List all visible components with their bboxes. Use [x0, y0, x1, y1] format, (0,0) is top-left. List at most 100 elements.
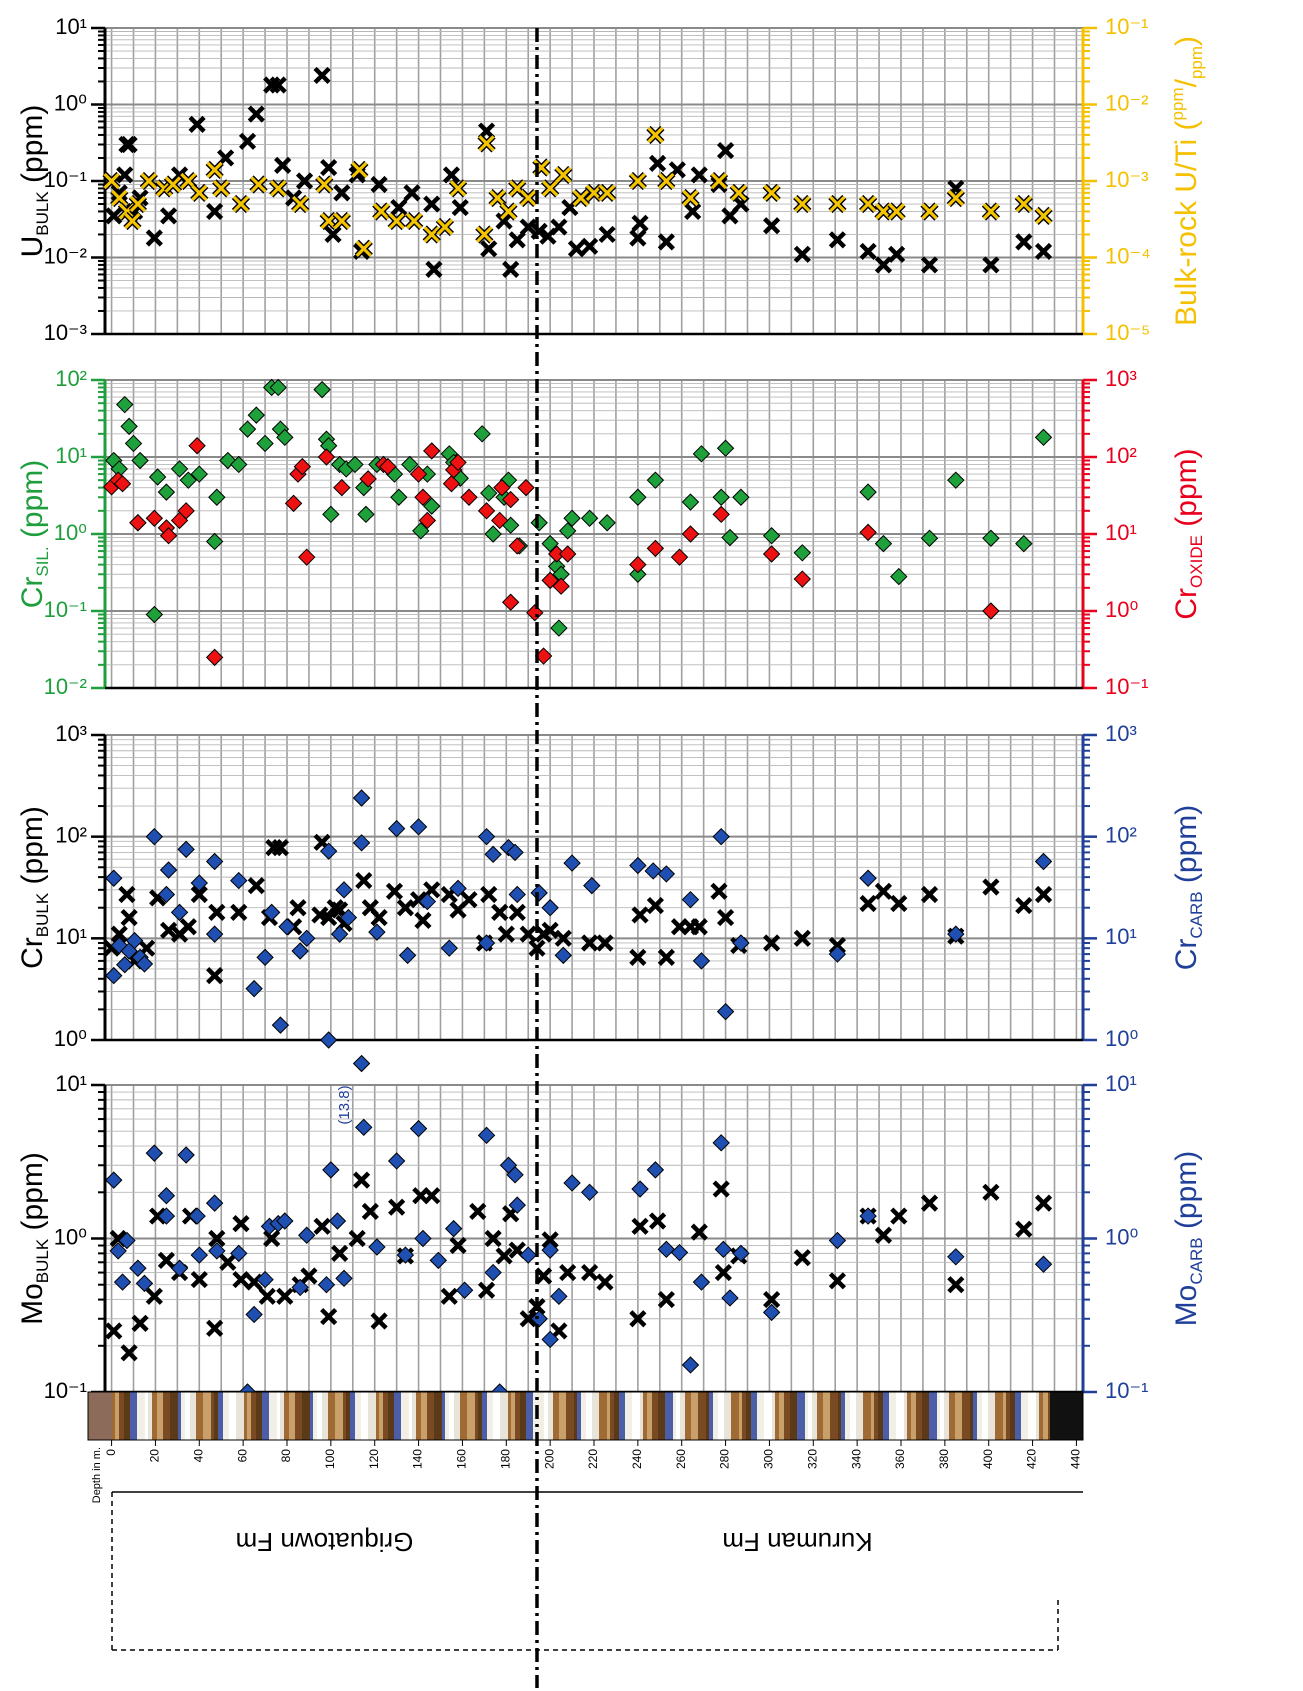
y2-axis-label-part: (ppm): [1170, 1151, 1203, 1238]
x-tick-label: 440: [1069, 1449, 1083, 1469]
lithology-bed: [460, 1392, 467, 1440]
lithology-bed: [607, 1392, 610, 1440]
x-tick-label: 100: [323, 1449, 337, 1469]
y-tick-label: 10⁻¹: [44, 167, 87, 192]
lithology-bed: [658, 1392, 665, 1440]
lithology-bed: [817, 1392, 823, 1440]
lithology-bed: [1028, 1392, 1036, 1440]
y-tick-label: 10⁰: [54, 1026, 87, 1051]
lithology-bed: [295, 1392, 302, 1440]
y-tick-label: 10²: [55, 822, 87, 847]
lithology-bed: [1003, 1392, 1006, 1440]
y2-axis-label-part: Bulk-rock U/Ti (: [1170, 120, 1203, 326]
x-tick-label: 420: [1025, 1449, 1039, 1469]
lithology-bed: [988, 1392, 995, 1440]
y2-tick-label: 10²: [1105, 443, 1137, 468]
y2-axis-label: Bulk-rock U/Ti (ppm/ppm): [1168, 36, 1206, 326]
lithology-bed: [643, 1392, 647, 1440]
y-axis-label-part: (ppm): [16, 1152, 49, 1239]
lithology-bed: [911, 1392, 916, 1440]
y2-tick-label: 10⁰: [1105, 1224, 1138, 1249]
x-tick-label: 40: [191, 1449, 205, 1463]
lithology-bed: [427, 1392, 434, 1440]
y2-tick-label: 10¹: [1105, 924, 1137, 949]
y-axis-label-part: BULK: [33, 1238, 52, 1283]
lithology-bed: [526, 1392, 533, 1440]
annotation: (13.8): [336, 1085, 353, 1124]
lithology-bed: [394, 1392, 401, 1440]
lithology-bed: [185, 1392, 190, 1440]
lithology-bed: [838, 1392, 841, 1440]
y2-axis-label-part: ): [1170, 36, 1203, 46]
x-tick-label: 180: [498, 1449, 512, 1469]
lithology-bed: [247, 1392, 251, 1440]
y2-axis-label-part: (ppm): [1170, 805, 1203, 892]
lithology-bed: [823, 1392, 830, 1440]
lithology-bed: [322, 1392, 328, 1440]
y2-tick-label: 10⁻⁵: [1105, 320, 1150, 345]
lithology-bed: [302, 1392, 310, 1440]
lithology-bed: [214, 1392, 218, 1440]
lithology-bed: [478, 1392, 482, 1440]
y2-axis-label-part: Cr: [1170, 588, 1203, 620]
lithology-bed: [335, 1392, 343, 1440]
lithology-bed: [790, 1392, 797, 1440]
lithology-bed: [148, 1392, 152, 1440]
y-tick-label: 10¹: [55, 1071, 87, 1096]
lithology-bed: [1006, 1392, 1010, 1440]
lithology-bed: [805, 1392, 808, 1440]
lithology-bed: [434, 1392, 442, 1440]
lithology-bed: [746, 1392, 751, 1440]
lithology-bed: [742, 1392, 746, 1440]
lithology-bed: [412, 1392, 416, 1440]
y-tick-label: 10⁰: [54, 1224, 87, 1249]
y2-axis-label-part: CARB: [1187, 891, 1206, 938]
lithology-bed: [376, 1392, 379, 1440]
lithology-bed: [566, 1392, 574, 1440]
lithology-bed: [361, 1392, 368, 1440]
lithology-bed: [163, 1392, 170, 1440]
lithology-bed: [1021, 1392, 1028, 1440]
lithology-bed: [178, 1392, 181, 1440]
x-tick-label: 20: [148, 1449, 162, 1463]
lithology-bed: [548, 1392, 553, 1440]
lithology-bed: [442, 1392, 445, 1440]
lithology-bed: [454, 1392, 460, 1440]
lithology-bed: [973, 1392, 977, 1440]
lithology-bed: [196, 1392, 203, 1440]
lithology-bed: [416, 1392, 421, 1440]
y-tick-label: 10²: [55, 366, 87, 391]
x-axis-label: Depth in m.: [91, 1447, 103, 1503]
y-axis-label-part: U: [16, 236, 49, 258]
y2-tick-label: 10⁻¹: [1105, 1378, 1148, 1403]
x-tick-label: 0: [104, 1449, 118, 1456]
lithology-bed: [137, 1392, 145, 1440]
lithology-bed: [724, 1392, 731, 1440]
lithology-bed: [203, 1392, 211, 1440]
y-axis-label-part: SIL.: [33, 546, 52, 576]
lithology-bed: [520, 1392, 526, 1440]
x-tick-label: 320: [805, 1449, 819, 1469]
lithology-bed: [784, 1392, 790, 1440]
lithology-bed: [592, 1392, 599, 1440]
x-tick-label: 260: [674, 1449, 688, 1469]
lithology-column: [88, 1392, 1083, 1440]
lithology-bed: [977, 1392, 982, 1440]
lithology-bed: [970, 1392, 973, 1440]
lithology-bed: [515, 1392, 520, 1440]
lithology-bed: [218, 1392, 223, 1440]
lithology-bed: [346, 1392, 350, 1440]
y-tick-label: 10¹: [55, 443, 87, 468]
y2-axis-label: CrCARB (ppm): [1170, 805, 1206, 971]
y2-tick-label: 10⁻⁴: [1105, 243, 1151, 268]
lithology-bed: [112, 1392, 115, 1440]
y-axis-label-part: BULK: [33, 191, 52, 236]
lithology-bed: [673, 1392, 676, 1440]
y-tick-label: 10¹: [55, 14, 87, 39]
y2-axis-label-part: Cr: [1170, 939, 1203, 971]
lithology-bed: [739, 1392, 742, 1440]
lithology-bed: [614, 1392, 619, 1440]
lithology-bed: [713, 1392, 718, 1440]
lithology-bed: [508, 1392, 511, 1440]
lithology-bed: [599, 1392, 607, 1440]
